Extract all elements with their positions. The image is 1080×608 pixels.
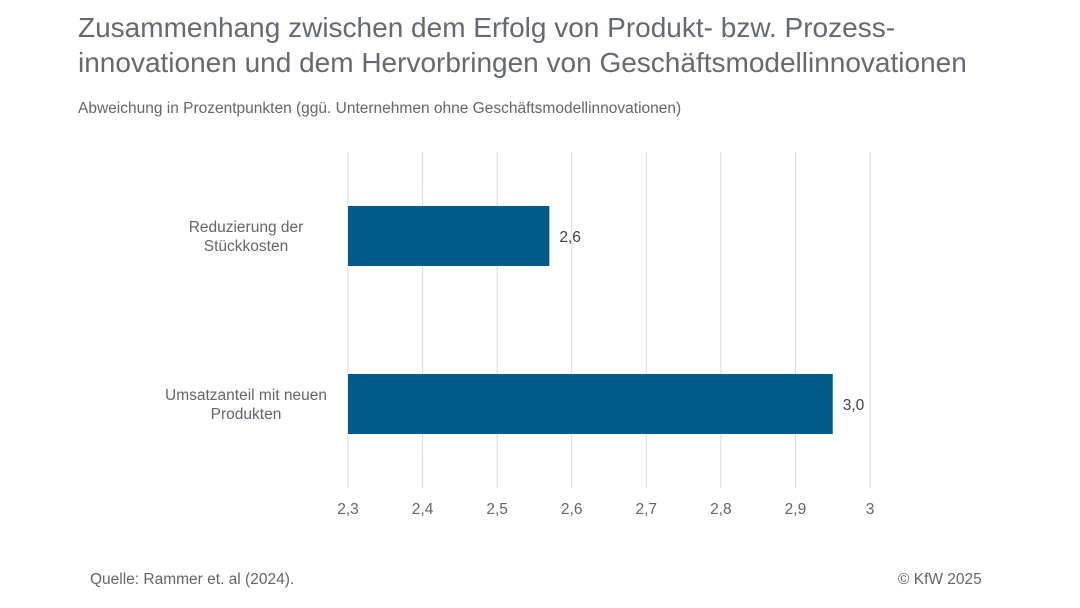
x-tick-label-0: 2,3 <box>337 501 359 518</box>
copyright-note: © KfW 2025 <box>898 571 982 588</box>
x-tick-label-4: 2,7 <box>636 501 658 518</box>
y-category-label-0-line-0: Reduzierung der <box>189 219 304 236</box>
bar-1 <box>348 374 833 434</box>
chart-title-line-1: Zusammenhang zwischen dem Erfolg von Pro… <box>78 12 896 43</box>
chart-title: Zusammenhang zwischen dem Erfolg von Pro… <box>78 10 1068 80</box>
x-tick-label-1: 2,4 <box>412 501 434 518</box>
y-category-label-0-line-1: Stückkosten <box>204 238 288 255</box>
data-label-1: 3,0 <box>843 397 865 414</box>
x-tick-label-5: 2,8 <box>710 501 732 518</box>
x-tick-label-2: 2,5 <box>486 501 508 518</box>
y-category-label-1: Umsatzanteil mit neuen Produkten <box>165 387 327 423</box>
y-category-label-1-line-1: Produkten <box>211 406 282 423</box>
x-tick-label-7: 3 <box>866 501 875 518</box>
y-category-label-0: Reduzierung der Stückkosten <box>189 219 304 255</box>
y-category-label-1-line-0: Umsatzanteil mit neuen <box>165 387 327 404</box>
chart-title-line-2: innovationen und dem Hervorbringen von G… <box>78 47 967 78</box>
source-note: Quelle: Rammer et. al (2024). <box>90 571 295 588</box>
chart-subtitle: Abweichung in Prozentpunkten (ggü. Unter… <box>78 100 682 117</box>
x-tick-label-6: 2,9 <box>785 501 807 518</box>
data-label-0: 2,6 <box>559 229 581 246</box>
x-tick-label-3: 2,6 <box>561 501 583 518</box>
bar-0 <box>348 206 550 266</box>
